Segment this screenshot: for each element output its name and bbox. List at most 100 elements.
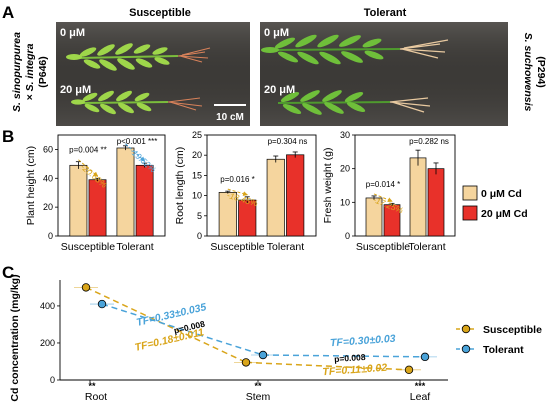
p-value-leaf: p=0.008 <box>334 352 366 364</box>
panel-a-letter: A <box>2 3 14 22</box>
plot-frame <box>354 134 456 237</box>
bar-tolerant-control <box>266 158 285 237</box>
y-tick-label: 30 <box>340 130 350 140</box>
data-point <box>81 283 91 292</box>
significance-label: ** <box>254 381 262 391</box>
significance-label: *** <box>415 381 426 391</box>
y-tick-label: 20 <box>340 164 350 174</box>
panel-c-letter: C <box>2 263 14 282</box>
plant-susceptible-control <box>66 43 211 71</box>
x-category-label: Tolerant <box>267 241 304 253</box>
tf-tolerant-leaf: TF=0.30±0.03 <box>330 333 396 350</box>
y-tick-label: 40 <box>43 173 53 183</box>
data-point <box>97 299 107 309</box>
y-tick-label: 25 <box>192 130 202 140</box>
photo-title-tolerant: Tolerant <box>364 7 407 19</box>
y-tick-label: 400 <box>40 301 55 311</box>
photo-tolerant: 0 μM 20 μM <box>260 22 508 126</box>
p-value-label: p=0.014 * <box>366 180 400 189</box>
series-line-segment <box>85 286 247 364</box>
bar-chart-1: 0 20 40 60 Plant height (cm) Susceptible p=0.0… <box>25 134 166 253</box>
bar-legend: 0 μM Cd 20 μM Cd <box>462 185 528 221</box>
legend-label-tolerant: Tolerant <box>483 344 524 356</box>
x-category-label: Leaf <box>410 391 431 403</box>
bar-susceptible-control <box>69 164 88 237</box>
bar-tolerant-control <box>409 157 427 237</box>
data-point <box>420 352 430 362</box>
change-arrow <box>125 143 146 162</box>
photo-susceptible: 0 μM 20 μM <box>56 22 250 126</box>
bar-chart-3: 0 10 20 30 Fresh weight (g) Susceptible p=0.01… <box>322 130 456 253</box>
x-category-label: Susceptible <box>210 241 264 253</box>
y-tick-label: 10 <box>340 197 350 207</box>
species-left-cross: × S. integra <box>24 43 36 100</box>
series-line-segment <box>262 354 426 358</box>
y-tick-label: 5 <box>197 211 202 221</box>
plant-susceptible-cd <box>71 90 203 115</box>
plant-tolerant-control <box>261 34 449 65</box>
legend-label-cd: 20 μM Cd <box>481 208 528 220</box>
p-value-label: p=0.304 ns <box>268 137 308 146</box>
scale-bar-label: 10 cM <box>216 112 244 123</box>
y-tick-label: 0 <box>345 231 350 241</box>
plot-frame <box>206 134 317 237</box>
p-value-label: p=0.016 * <box>220 175 254 184</box>
y-tick-label: 0 <box>48 231 53 241</box>
bar-tolerant-control <box>116 147 135 237</box>
photo-title-susceptible: Susceptible <box>129 7 191 19</box>
legend-swatch-cd <box>462 205 478 221</box>
bar-tolerant-cd <box>286 154 305 237</box>
legend-marker-tolerant <box>461 344 471 354</box>
bar-tolerant-cd <box>427 168 445 237</box>
x-category-label: Tolerant <box>408 241 445 253</box>
species-right-id: (P294) <box>535 56 547 88</box>
change-arrow <box>78 159 99 177</box>
x-category-label: Root <box>85 391 107 403</box>
y-axis-label: Plant height (cm) <box>25 146 37 225</box>
species-left-id: (P646) <box>37 56 49 88</box>
species-right-name: S. suchowensis <box>522 33 534 112</box>
x-category-label: Stem <box>246 391 271 403</box>
y-tick-label: 10 <box>192 191 202 201</box>
y-tick-label: 20 <box>43 202 53 212</box>
p-value-label: p=0.004 ** <box>69 146 107 155</box>
data-point <box>404 365 414 375</box>
label-20um-right: 20 μM <box>264 84 295 96</box>
p-value-label: p<0.001 *** <box>117 137 158 146</box>
y-tick-label: 15 <box>192 170 202 180</box>
legend-label-control: 0 μM Cd <box>481 188 522 200</box>
x-category-label: Tolerant <box>116 241 153 253</box>
legend-label-susceptible: Susceptible <box>483 324 542 336</box>
label-0um-right: 0 μM <box>264 27 289 39</box>
x-category-label: Susceptible <box>61 241 115 253</box>
plot-frame <box>57 134 166 237</box>
series-line-segment <box>101 303 264 356</box>
y-tick-label: 20 <box>192 150 202 160</box>
tf-susceptible-leaf: TF=0.11±0.02 <box>322 362 388 379</box>
panel-b-letter: B <box>2 127 14 146</box>
y-axis-label: Fresh weight (g) <box>322 148 334 224</box>
legend-marker-susceptible <box>461 324 471 334</box>
label-20um-left: 20 μM <box>60 84 91 96</box>
plant-tolerant-cd <box>277 90 431 115</box>
legend-swatch-control <box>462 185 478 201</box>
change-arrow <box>373 193 393 203</box>
y-axis-label: Cd concentration (mg/kg) <box>9 274 21 401</box>
x-category-label: Susceptible <box>356 241 410 253</box>
data-point <box>241 358 251 367</box>
series-line-segment <box>245 361 410 371</box>
data-point <box>258 350 268 360</box>
y-tick-label: 0 <box>197 231 202 241</box>
bar-charts: 0 20 40 60 Plant height (cm) Susceptible p=0.0… <box>25 130 456 253</box>
y-tick-label: 200 <box>40 338 55 348</box>
change-arrow <box>227 188 249 197</box>
y-tick-label: 0 <box>50 375 55 385</box>
y-tick-label: 60 <box>43 144 53 154</box>
species-left-name: S. sinopurpurea <box>11 32 23 112</box>
label-0um-left: 0 μM <box>60 27 85 39</box>
significance-label: ** <box>88 381 96 391</box>
bar-tolerant-cd <box>135 164 154 237</box>
p-value-label: p=0.282 ns <box>409 137 449 146</box>
bar-chart-2: 0 5 10 15 20 25 Root length (cm) Susceptible p=0… <box>174 130 317 253</box>
